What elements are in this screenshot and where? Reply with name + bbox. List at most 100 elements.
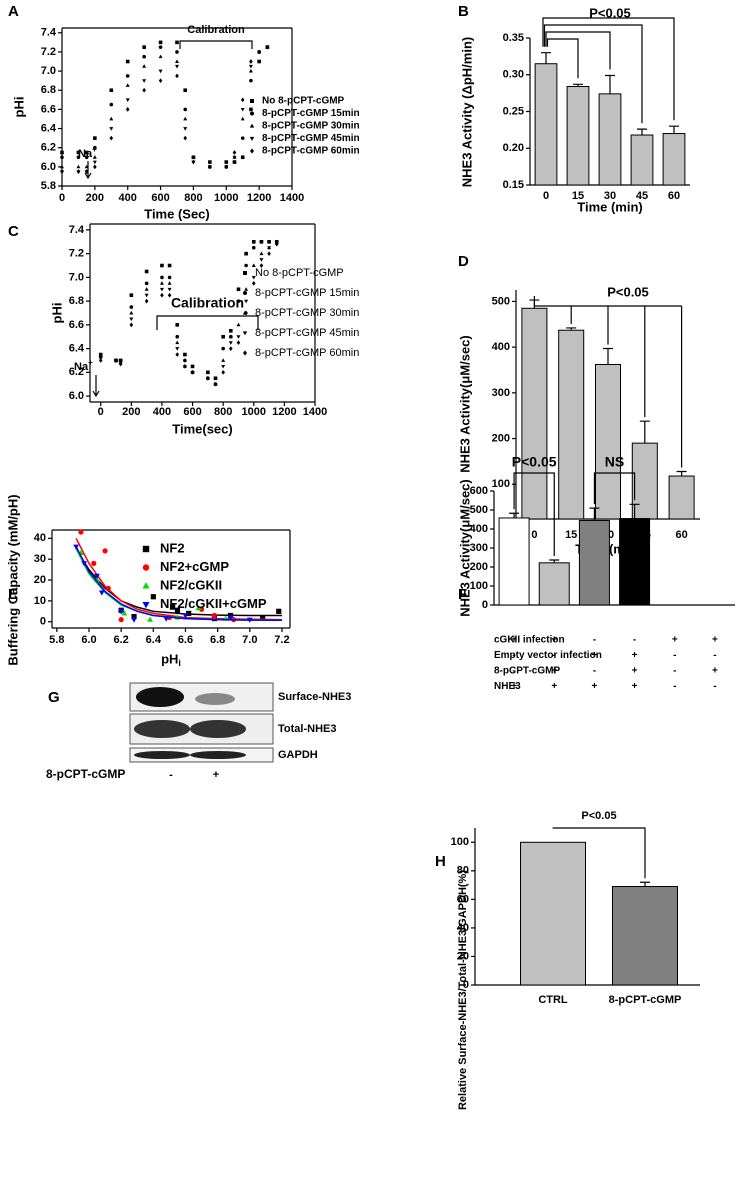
panel-label: D [458,253,469,270]
data-point [183,364,187,369]
bar [598,93,622,186]
data-point [198,606,205,612]
bracket [513,472,555,556]
y-tick-label: 0.35 [503,32,524,44]
y-tick-label: 30 [34,553,46,565]
data-point [221,358,226,362]
table-cell: + [551,666,557,677]
error-bar [573,83,583,87]
blot-row-label: GAPDH [278,749,318,761]
data-point [244,310,248,316]
legend-marker [249,136,255,141]
data-point [175,50,179,54]
y-tick-label: 6.0 [41,161,56,173]
table-cell: - [673,666,676,677]
y-tick-label: 0.25 [503,105,524,117]
x-tick-label: 5.8 [49,634,64,646]
bar [521,307,548,520]
annotation-sup: + [88,358,93,367]
legend-marker [250,99,254,103]
y-axis-label: pHi [49,303,64,324]
legend-label: 8-pCPT-cGMP 15min [255,287,359,299]
data-point [98,590,105,596]
data-point [175,323,180,327]
data-point [129,293,134,297]
x-tick-label: 1400 [280,192,304,204]
y-tick-label: 200 [492,432,510,444]
bar [534,63,558,186]
bar [566,86,590,186]
y-tick-label: 80 [457,865,469,877]
bar [578,519,610,606]
data-point [244,251,248,256]
data-point [208,164,212,170]
blot-band [134,720,190,738]
data-point [221,369,225,375]
x-tick-label: 15 [572,190,584,202]
y-tick-label: 300 [492,387,510,399]
x-axis-label: Time (Sec) [144,206,210,221]
x-tick-label: 6.2 [114,634,129,646]
legend-marker [249,123,255,128]
y-tick-label: 6.2 [41,142,56,154]
data-point [190,369,195,375]
data-point [125,83,130,87]
bar [630,134,654,186]
blot-band [190,720,246,738]
error-bar [669,125,679,134]
data-point [109,102,114,107]
table-cell: + [632,666,638,677]
western-blot [129,682,274,763]
legend-label: 8-pCPT-cGMP 60min [262,146,360,157]
data-point [183,127,188,131]
legend-label: 8-pCPT-cGMP 30min [255,307,359,319]
data-point [251,280,256,286]
data-point [121,610,128,616]
data-point [249,59,253,64]
y-tick-label: 100 [470,580,488,592]
data-point [60,164,64,169]
bracket [593,472,636,505]
y-tick-label: 7.4 [41,27,57,39]
y-tick-label: 500 [470,504,488,516]
data-point [227,615,234,621]
data-point [163,616,170,622]
legend-label: No 8-pCPT-cGMP [262,96,345,107]
data-point [246,617,253,623]
data-point [142,45,146,49]
table-row-label: NHE3 [494,681,521,692]
data-point [183,107,188,112]
legend-label: 8-pCPT-cGMP 45min [262,133,360,144]
data-point [211,612,218,619]
y-tick-label: 0.15 [503,179,524,191]
table-cell: - [593,635,596,646]
y-tick-label: 100 [492,478,510,490]
legend-label: No 8-pCPT-cGMP [255,267,344,279]
data-point [186,610,192,617]
y-tick-label: 6.8 [69,295,84,307]
data-point [109,135,114,141]
y-tick-label: 7.2 [41,46,56,58]
data-point [183,352,187,357]
x-tick-label: 600 [183,406,201,418]
x-tick-label: 600 [151,192,169,204]
x-tick-label: 1200 [272,406,296,418]
legend-label: NF2/cGKII [160,577,222,592]
data-point [98,358,103,363]
error-bar [640,881,650,887]
x-axis-label-sub: i [178,658,181,668]
table-cell: + [551,635,557,646]
table-cell: - [713,650,716,661]
y-tick-label: 0 [463,979,469,991]
y-tick-label: 200 [470,561,488,573]
data-point [221,334,225,339]
x-tick-label: 7.2 [274,634,289,646]
bar [538,562,570,606]
error-bar [629,503,640,519]
y-axis-label: NHE3 Activity(μM/sec) [457,335,472,473]
data-point [142,79,147,83]
x-tick-label: 6.8 [210,634,225,646]
table-row-label: Empty vector infection [494,650,602,661]
x-axis-label: pHi [161,651,181,668]
data-point [229,346,233,351]
